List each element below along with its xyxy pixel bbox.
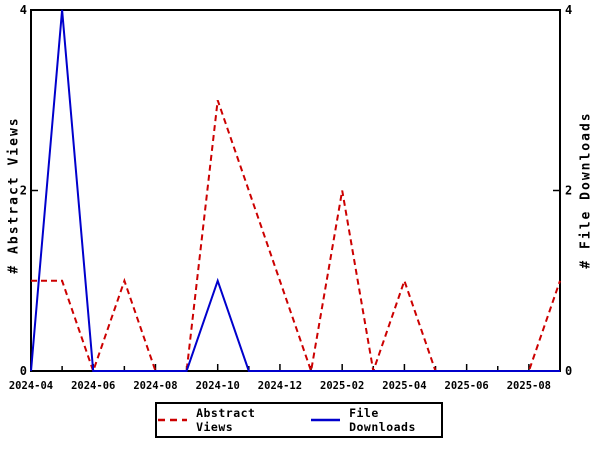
y-tick-label-right: 0 [565, 364, 572, 378]
legend-item-abstract-views: Abstract Views [157, 406, 288, 434]
x-tick-label: 2024-06 [71, 380, 115, 392]
x-tick-label: 2025-08 [507, 380, 551, 392]
y-tick-label-left: 2 [20, 184, 27, 198]
y-tick-label-left: 0 [20, 364, 27, 378]
legend-box: Abstract Views File Downloads [155, 402, 443, 438]
abstract-views-line-sample-icon [158, 418, 188, 422]
left-axis-title: # Abstract Views [6, 116, 22, 274]
y-tick-label-right: 2 [565, 184, 572, 198]
legend-label-file-downloads: File Downloads [349, 406, 416, 434]
x-tick-label: 2024-04 [9, 380, 53, 392]
series-line-file-downloads [30, 9, 560, 372]
x-tick-label: 2025-06 [445, 380, 489, 392]
x-tick-label: 2024-12 [258, 380, 302, 392]
y-tick-label-left: 4 [20, 3, 27, 17]
plot-frame [30, 9, 561, 372]
series-line-abstract-views [31, 99, 561, 375]
right-axis-title: # File Downloads [578, 111, 594, 269]
x-tick-label: 2025-04 [382, 380, 426, 392]
file-downloads-line-sample-icon [311, 418, 341, 422]
y-tick-label-right: 4 [565, 3, 572, 17]
legend-label-abstract-views: Abstract Views [196, 406, 256, 434]
x-tick-label: 2025-02 [320, 380, 364, 392]
x-tick-label: 2024-10 [196, 380, 240, 392]
x-tick-label: 2024-08 [133, 380, 177, 392]
legend-item-file-downloads: File Downloads [310, 406, 441, 434]
